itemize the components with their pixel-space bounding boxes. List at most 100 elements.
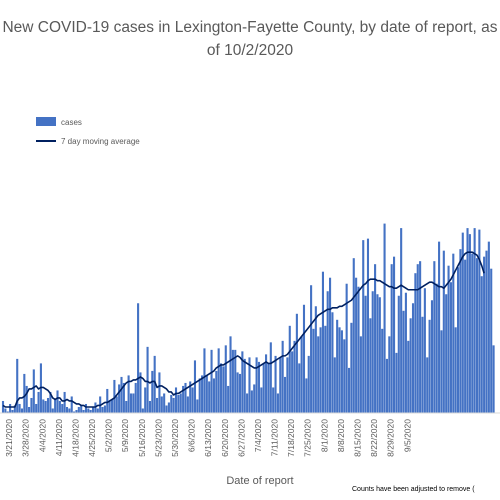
bar-cases-206 xyxy=(490,268,493,413)
bar-cases-172 xyxy=(409,318,412,413)
bar-cases-60 xyxy=(144,387,147,413)
bar-cases-123 xyxy=(293,340,296,413)
bar-cases-52 xyxy=(125,400,128,413)
bar-cases-9 xyxy=(23,373,26,413)
bar-cases-201 xyxy=(478,229,481,413)
bar-cases-196 xyxy=(466,228,469,413)
bar-cases-81 xyxy=(193,360,197,413)
bar-cases-67 xyxy=(160,396,163,413)
bar-cases-190 xyxy=(452,253,455,413)
bar-cases-22 xyxy=(54,399,57,413)
bar-cases-153 xyxy=(364,295,367,413)
bar-cases-17 xyxy=(42,399,45,413)
bar-cases-112 xyxy=(267,363,270,413)
bar-cases-28 xyxy=(68,408,71,413)
bar-cases-53 xyxy=(127,375,130,413)
bar-cases-142 xyxy=(338,327,341,413)
bar-cases-164 xyxy=(390,264,393,413)
bar-cases-157 xyxy=(374,264,377,413)
bar-cases-184 xyxy=(438,241,441,413)
x-tick-label: 7/25/2020 xyxy=(303,419,313,457)
bar-cases-114 xyxy=(272,387,275,413)
x-tick-label: 7/11/2020 xyxy=(270,419,280,456)
bar-cases-124 xyxy=(295,313,298,413)
bar-cases-170 xyxy=(404,292,407,413)
bar-cases-118 xyxy=(281,340,284,413)
bar-cases-130 xyxy=(310,285,313,413)
bar-cases-36 xyxy=(87,408,90,413)
bar-cases-18 xyxy=(44,400,47,413)
x-tick-labels: 3/21/2020 3/28/2020 4/4/2020 4/11/2020 4/18/… xyxy=(4,419,412,457)
bar-cases-8 xyxy=(20,408,24,413)
x-tick-label: 5/23/2020 xyxy=(153,419,163,457)
bar-cases-42 xyxy=(101,406,104,413)
bar-cases-198 xyxy=(471,253,474,413)
bar-cases-72 xyxy=(172,397,175,413)
bar-cases-62 xyxy=(148,400,151,413)
bar-cases-180 xyxy=(428,319,431,413)
bar-cases-165 xyxy=(393,256,396,413)
bar-cases-93 xyxy=(222,366,225,413)
bar-cases-14 xyxy=(35,403,38,413)
bar-cases-199 xyxy=(473,228,476,413)
bar-cases-58 xyxy=(139,372,142,413)
bar-cases-38 xyxy=(92,406,95,413)
bar-cases-59 xyxy=(141,408,144,413)
bar-cases-151 xyxy=(359,336,362,413)
bar-cases-119 xyxy=(283,376,287,413)
bar-cases-158 xyxy=(376,294,379,413)
bar-cases-202 xyxy=(480,276,483,413)
bar-cases-29 xyxy=(70,396,73,413)
bar-cases-54 xyxy=(129,393,133,413)
x-tick-label: 4/18/2020 xyxy=(70,419,80,457)
bar-cases-138 xyxy=(329,277,332,413)
legend-swatch-cases xyxy=(36,117,56,126)
bar-cases-89 xyxy=(212,378,215,413)
bar-cases-120 xyxy=(286,357,289,413)
bar-cases-27 xyxy=(65,406,69,413)
bar-cases-207 xyxy=(492,345,495,413)
bar-cases-68 xyxy=(163,393,166,413)
bar-cases-76 xyxy=(182,385,185,413)
bar-cases-33 xyxy=(80,405,83,413)
bar-cases-204 xyxy=(485,250,488,413)
bar-cases-69 xyxy=(165,405,168,413)
bar-cases-85 xyxy=(203,348,206,413)
bar-cases-11 xyxy=(28,406,31,413)
bar-cases-7 xyxy=(18,403,21,413)
bar-cases-167 xyxy=(397,295,400,413)
bar-cases-194 xyxy=(461,232,464,413)
bar-cases-92 xyxy=(219,363,223,413)
bar-cases-71 xyxy=(170,394,173,413)
bar-cases-65 xyxy=(156,397,159,413)
bar-cases-117 xyxy=(279,357,282,413)
bar-cases-19 xyxy=(46,397,50,413)
x-tick-label: 6/20/2020 xyxy=(220,419,230,457)
bar-cases-40 xyxy=(96,408,99,413)
bar-cases-0 xyxy=(1,400,5,413)
bar-cases-77 xyxy=(184,382,187,413)
bar-cases-49 xyxy=(118,384,121,413)
bar-cases-144 xyxy=(343,339,346,413)
bar-cases-12 xyxy=(30,397,33,413)
bar-cases-155 xyxy=(369,318,372,413)
bar-cases-13 xyxy=(32,369,35,413)
bar-cases-188 xyxy=(447,265,450,413)
bar-cases-125 xyxy=(298,363,301,413)
bar-cases-20 xyxy=(49,391,52,413)
x-tick-label: 6/27/2020 xyxy=(236,419,246,457)
bar-series-cases xyxy=(1,223,495,413)
x-tick-label: 4/11/2020 xyxy=(54,419,64,456)
bar-cases-10 xyxy=(25,385,28,413)
bar-cases-191 xyxy=(454,327,457,413)
bar-cases-84 xyxy=(201,375,204,413)
bar-cases-115 xyxy=(274,355,277,413)
bar-cases-1 xyxy=(4,408,7,413)
bar-cases-35 xyxy=(84,403,87,413)
bar-cases-116 xyxy=(276,393,279,413)
bar-cases-177 xyxy=(421,316,424,413)
chart-title: New COVID-19 cases in Lexington-Fayette … xyxy=(2,19,498,59)
x-tick-label: 8/15/2020 xyxy=(353,419,363,457)
bar-cases-174 xyxy=(414,273,417,413)
bar-cases-200 xyxy=(475,258,479,413)
